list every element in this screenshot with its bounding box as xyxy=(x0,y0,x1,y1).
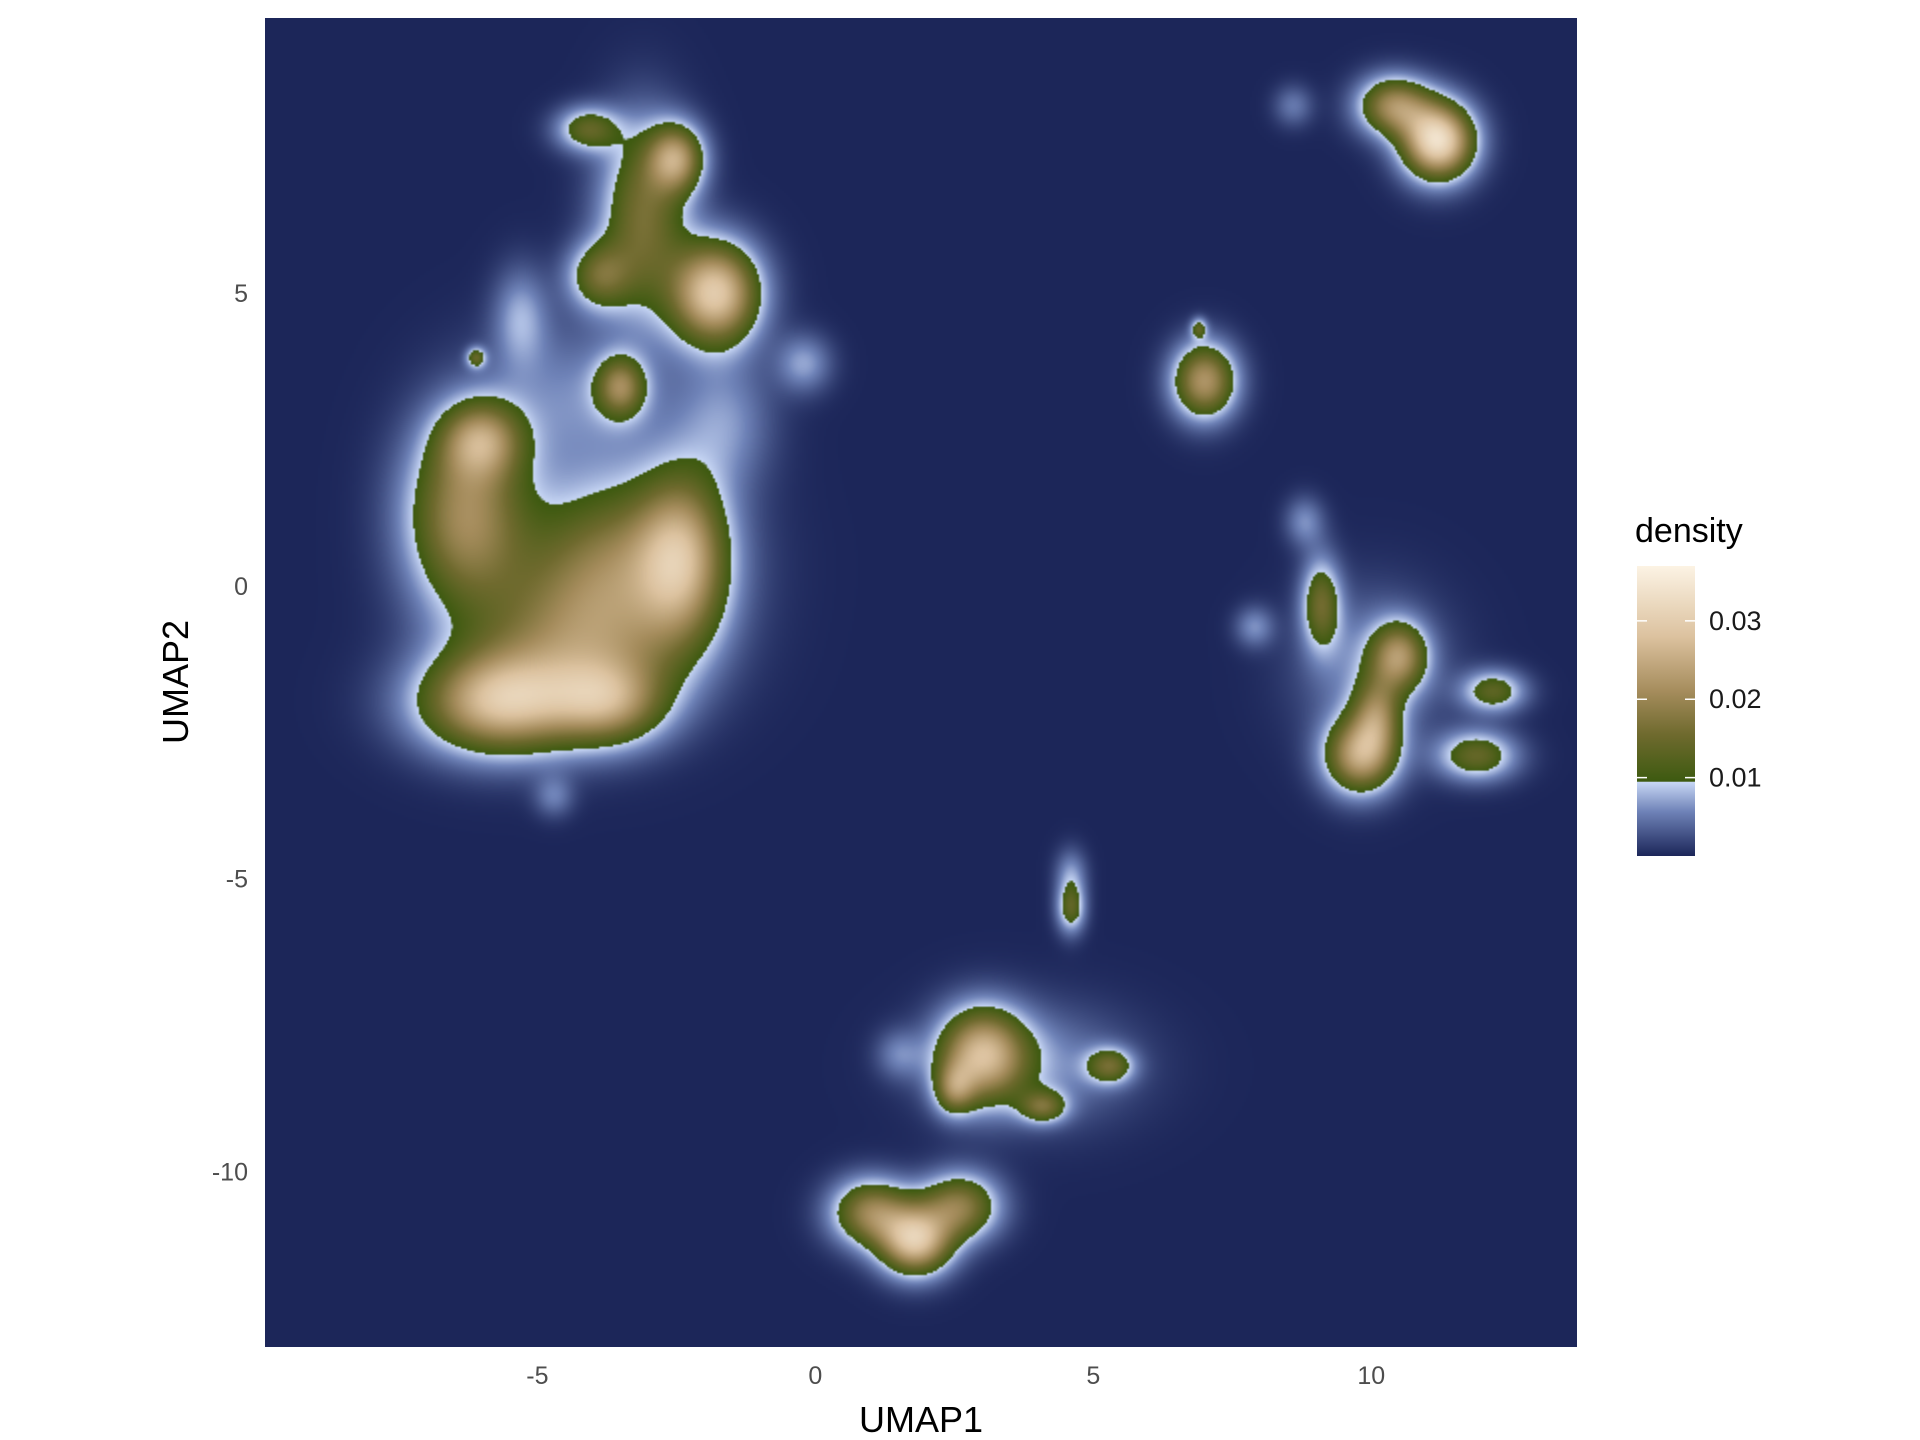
y-tick-label: 5 xyxy=(234,280,248,308)
plot-panel xyxy=(265,18,1577,1347)
x-tick-label: 0 xyxy=(808,1362,822,1390)
x-axis-ticks: -5 0 5 10 xyxy=(526,1362,1385,1390)
x-tick-label: 5 xyxy=(1086,1362,1100,1390)
legend-title: density xyxy=(1635,512,1743,550)
legend-tick-label: 0.03 xyxy=(1709,606,1762,636)
y-tick-label: -10 xyxy=(212,1158,248,1186)
y-tick-label: -5 xyxy=(226,866,248,894)
legend-ticks: 0.01 0.02 0.03 xyxy=(1637,606,1762,793)
legend-colorbar xyxy=(1637,566,1695,856)
legend-tick-label: 0.01 xyxy=(1709,763,1762,793)
density-heatmap xyxy=(265,18,1577,1347)
y-axis-title: UMAP2 xyxy=(155,620,196,744)
legend: density 0.01 0.02 0.03 xyxy=(1635,512,1762,856)
x-tick-label: 10 xyxy=(1357,1362,1385,1390)
y-tick-label: 0 xyxy=(234,573,248,601)
x-axis-title: UMAP1 xyxy=(859,1399,983,1440)
y-axis-ticks: -10 -5 0 5 xyxy=(212,280,248,1186)
legend-tick-label: 0.02 xyxy=(1709,684,1762,714)
x-tick-label: -5 xyxy=(526,1362,548,1390)
